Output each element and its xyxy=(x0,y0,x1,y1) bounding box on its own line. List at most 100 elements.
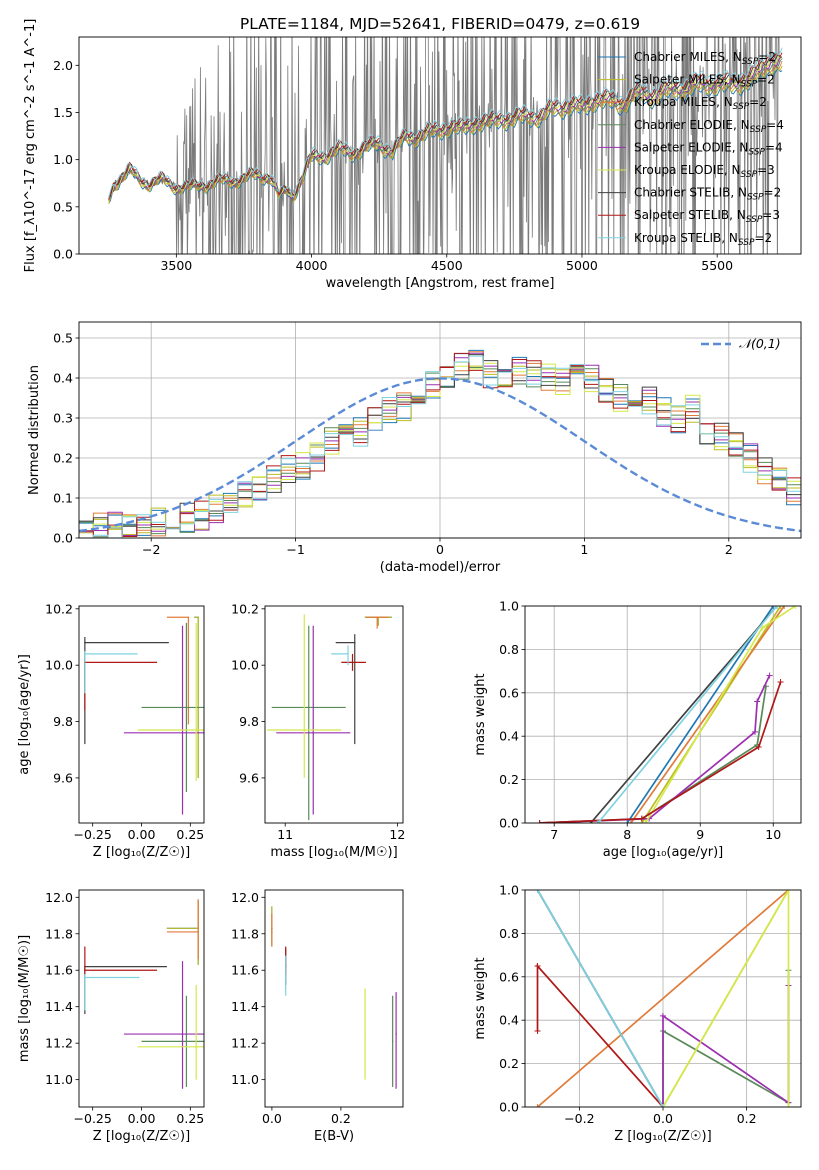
x-tick-label: 0.25 xyxy=(176,1111,204,1126)
legend-ssp-subscript: SSP xyxy=(746,215,763,225)
panel-age-weights: 7 8 9 10 0.0 0.2 0.4 0.6 0.8 1.0 age [log₁₀(age/yr… xyxy=(473,599,802,860)
y-tick-label: 11.8 xyxy=(231,926,259,941)
legend-ssp-subscript: SSP xyxy=(748,147,765,157)
legend-entry-label: Kroupa STELIB, NSSP=2 xyxy=(634,231,772,248)
weight-marker xyxy=(755,744,762,751)
data-point xyxy=(351,661,354,664)
x-tick-label: 4000 xyxy=(296,258,328,273)
cumulative-weight-line xyxy=(597,606,778,823)
x-axis-label: (data-model)/error xyxy=(380,560,501,575)
x-axis-label: age [log₁₀(age/yr)] xyxy=(603,845,724,860)
axes-frame: 11 12 9.6 9.8 10.0 10.2 mass [log₁₀(M/M☉)] xyxy=(231,601,405,860)
legend-n-prefix: , N xyxy=(732,140,749,154)
data-point xyxy=(197,931,199,933)
legend-model-name: Chabrier ELODIE xyxy=(634,118,733,132)
x-tick-label: 1 xyxy=(580,542,588,557)
data-layer xyxy=(79,349,801,538)
x-axis-label: Z [log₁₀(Z/Z☉)] xyxy=(93,845,190,860)
data-layer xyxy=(536,606,799,823)
x-tick-label: 4500 xyxy=(431,258,463,273)
weight-marker xyxy=(638,815,645,822)
legend-model-name: Chabrier STELIB xyxy=(634,186,730,200)
y-tick-label: 0.2 xyxy=(53,451,73,466)
legend-n-prefix: , N xyxy=(729,208,746,222)
data-point xyxy=(84,969,86,972)
residual-histogram-3 xyxy=(79,351,801,538)
weight-marker xyxy=(534,1104,541,1107)
weight-marker xyxy=(792,606,799,609)
y-tick-label: 0.0 xyxy=(499,816,519,831)
x-tick-label: 10 xyxy=(765,827,781,842)
y-tick-label: 0.5 xyxy=(53,199,73,214)
legend-equals: = xyxy=(749,95,759,109)
y-tick-label: 0.2 xyxy=(499,772,519,787)
x-tick-label: −1 xyxy=(286,542,304,557)
y-tick-label: 11.6 xyxy=(231,963,259,978)
y-tick-label: 12.0 xyxy=(231,890,259,905)
weight-marker xyxy=(595,820,602,823)
legend-nssp-value: 2 xyxy=(774,186,782,200)
axes-box xyxy=(524,605,802,824)
axes-frame: 7 8 9 10 0.0 0.2 0.4 0.6 0.8 1.0 age [log₁₀(age/yr… xyxy=(473,599,802,860)
data-point xyxy=(347,653,349,655)
legend-n-prefix: , N xyxy=(724,73,741,87)
data-point xyxy=(181,732,184,734)
x-axis-label: Z [log₁₀(Z/Z☉)] xyxy=(93,1129,190,1144)
data-layer xyxy=(271,906,397,1089)
weight-marker xyxy=(627,820,634,823)
panel-mass-vs-EBV: 0.0 0.2 11.0 11.2 11.4 11.6 11.8 12.0 E(B-V) xyxy=(231,889,404,1144)
weight-marker xyxy=(759,624,766,631)
data-layer xyxy=(534,890,792,1107)
legend-equals: = xyxy=(757,73,767,87)
x-axis-label: wavelength [Angstrom, rest frame] xyxy=(326,276,555,291)
cumulative-weight-line xyxy=(539,681,782,823)
weight-marker xyxy=(534,1028,541,1035)
data-point xyxy=(307,706,310,709)
y-axis-label: mass weight xyxy=(473,957,488,1039)
model-spectrum-9 xyxy=(108,47,783,199)
weight-marker xyxy=(766,672,773,679)
panel-age-vs-Z: −0.25 0.00 0.25 9.6 9.8 10.0 10.2 Z [log₁₀(Z/Z☉… xyxy=(17,601,205,860)
y-tick-label: 0.4 xyxy=(499,1013,519,1028)
y-tick-label: 0.1 xyxy=(53,491,73,506)
y-axis-label: Flux [f_λ10^-17 erg cm^-2 s^-1 A^-1] xyxy=(23,19,38,273)
residual-histogram-2 xyxy=(79,361,801,535)
y-tick-label: 11.2 xyxy=(231,1036,259,1051)
data-point xyxy=(395,1033,397,1035)
x-tick-label: 0.25 xyxy=(176,827,204,842)
y-tick-label: 0.8 xyxy=(499,642,519,657)
data-point xyxy=(181,1033,184,1035)
y-tick-label: 1.0 xyxy=(499,599,519,614)
legend-model-name: Salpeter ELODIE xyxy=(634,140,732,154)
data-point xyxy=(271,931,273,933)
legend-entry-label: Salpeter STELIB, NSSP=3 xyxy=(634,208,780,225)
cumulative-weight-line xyxy=(536,890,790,1107)
axes-frame: 3500 4000 4500 5000 5500 0.0 0.5 1.0 1.5 2.0 wavel… xyxy=(23,19,802,291)
y-tick-label: 9.6 xyxy=(239,770,259,785)
legend-nssp-value: 4 xyxy=(776,118,784,132)
legend-entry-label: Kroupa ELODIE, NSSP=3 xyxy=(634,163,775,180)
y-tick-label: 0.4 xyxy=(499,729,519,744)
x-axis-label: Z [log₁₀(Z/Z☉)] xyxy=(614,1129,711,1144)
x-tick-label: 11 xyxy=(277,827,293,842)
panel-residuals: −2 −1 0 1 2 0.0 0.1 0.2 0.3 0.4 0.5 (data-model)/er… xyxy=(27,321,802,575)
x-tick-label: 0.0 xyxy=(262,1111,282,1126)
legend-entry-label: Salpeter ELODIE, NSSP=4 xyxy=(634,140,783,157)
weight-marker xyxy=(660,1012,666,1019)
data-point xyxy=(84,641,86,644)
y-tick-label: 0.8 xyxy=(499,926,519,941)
y-tick-label: 0.0 xyxy=(499,1100,519,1115)
y-tick-label: 0.3 xyxy=(53,411,73,426)
legend-ssp-subscript: SSP xyxy=(741,80,758,90)
cumulative-weight-line xyxy=(590,606,778,823)
y-tick-label: 0.2 xyxy=(499,1056,519,1071)
residual-histogram-9 xyxy=(79,355,801,538)
y-tick-label: 0.6 xyxy=(499,685,519,700)
weight-marker xyxy=(773,606,780,609)
y-tick-label: 10.0 xyxy=(231,658,259,673)
y-tick-label: 11.0 xyxy=(231,1072,259,1087)
legend-equals: = xyxy=(757,163,767,177)
model-spectrum-7 xyxy=(108,54,783,200)
legend-nssp-value: 2 xyxy=(768,50,776,64)
cumulative-weight-line xyxy=(539,686,767,823)
